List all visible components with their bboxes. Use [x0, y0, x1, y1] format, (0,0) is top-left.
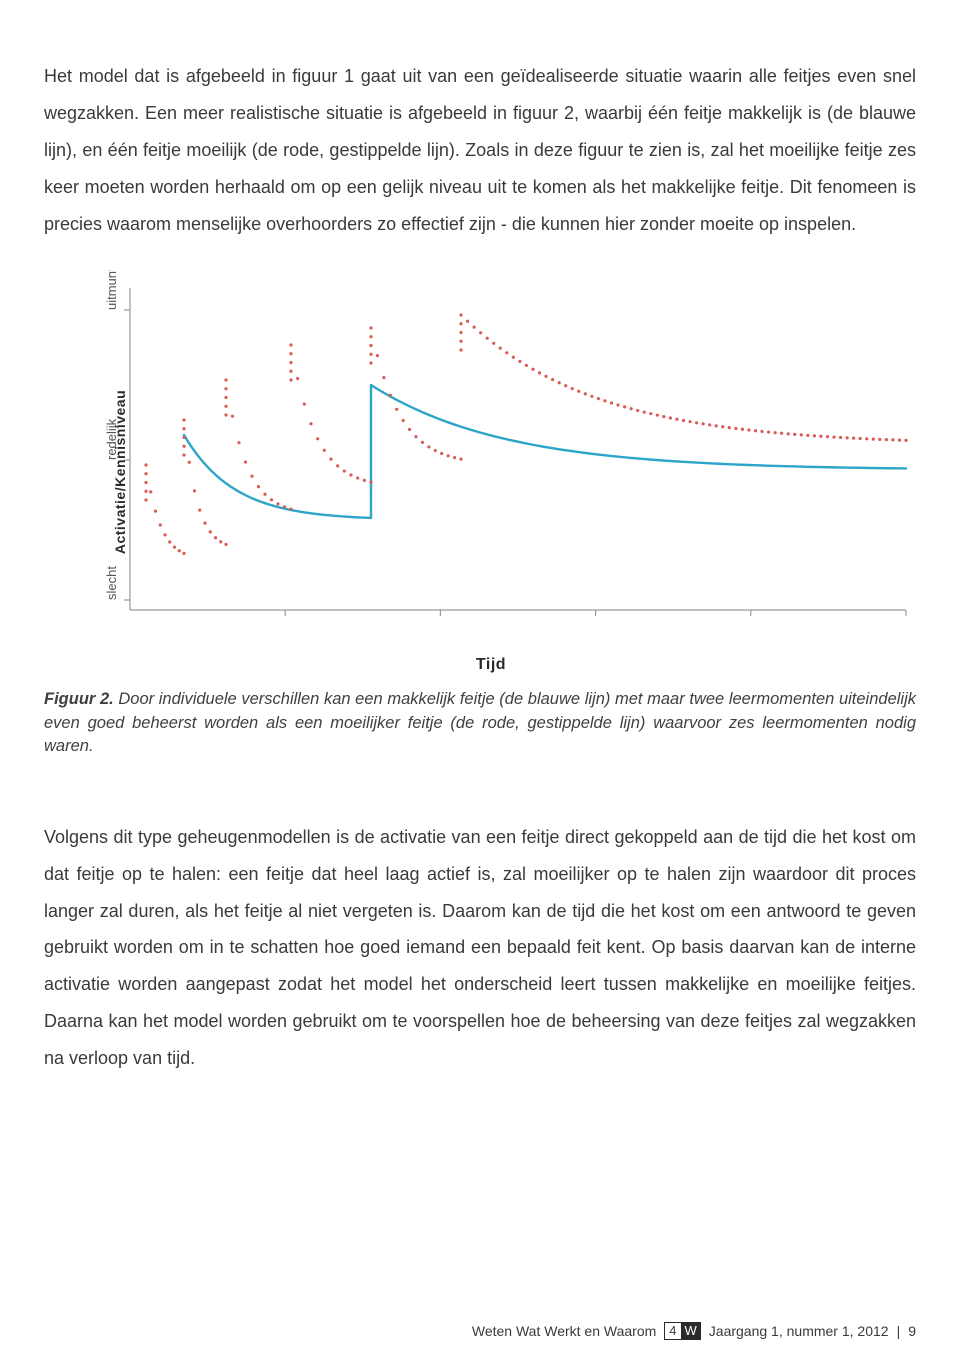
figure-2: Activatie/Kennisniveau slechtredelijkuit… — [44, 270, 916, 674]
footer-journal: Weten Wat Werkt en Waarom — [472, 1323, 656, 1339]
figure-caption-text: Door individuele verschillen kan een mak… — [44, 690, 916, 755]
top-paragraph: Het model dat is afgebeeld in figuur 1 g… — [44, 58, 916, 242]
figure-number: Figuur 2. — [44, 690, 114, 708]
badge-4: 4 — [664, 1322, 681, 1340]
figure-caption: Figuur 2. Door individuele verschillen k… — [44, 688, 916, 758]
memory-chart: slechtredelijkuitmuntend — [66, 270, 910, 650]
page-footer: Weten Wat Werkt en Waarom 4 W Jaargang 1… — [472, 1322, 916, 1340]
x-axis-title: Tijd — [44, 656, 916, 674]
footer-badge-4w: 4 W — [664, 1322, 701, 1340]
footer-sep: | — [897, 1323, 901, 1339]
y-axis-title: Activatie/Kennisniveau — [112, 390, 128, 554]
bottom-paragraph: Volgens dit type geheugenmodellen is de … — [44, 819, 916, 1077]
svg-text:slecht: slecht — [104, 566, 119, 600]
footer-issue: Jaargang 1, nummer 1, 2012 — [709, 1323, 889, 1339]
footer-page-number: 9 — [908, 1323, 916, 1339]
page: Het model dat is afgebeeld in figuur 1 g… — [0, 0, 960, 1360]
badge-w: W — [681, 1322, 701, 1340]
svg-text:uitmuntend: uitmuntend — [104, 270, 119, 310]
